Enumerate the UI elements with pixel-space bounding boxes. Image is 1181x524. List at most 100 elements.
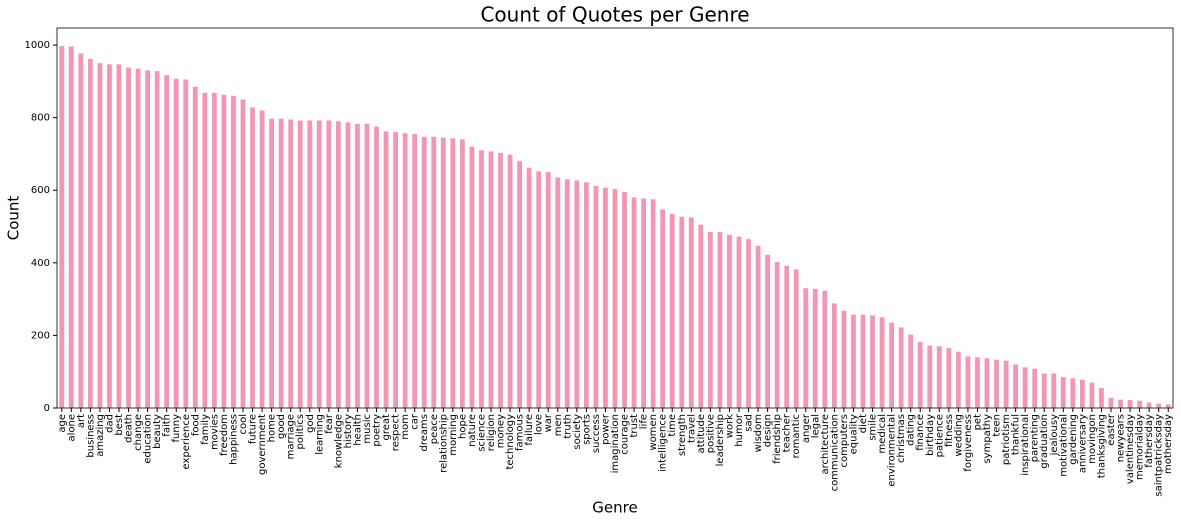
x-tick-label: humor	[734, 413, 745, 447]
bar	[269, 118, 274, 408]
x-tick-label: cool	[238, 414, 249, 435]
bar	[631, 197, 637, 408]
x-tick-label: leadership	[715, 414, 726, 466]
bar	[793, 269, 799, 408]
x-tick-label: life	[639, 414, 650, 429]
x-tick-label: patience	[934, 414, 945, 457]
bar	[727, 234, 732, 408]
bar	[460, 139, 465, 409]
x-tick-label: medical	[877, 414, 888, 453]
x-tick-label: good	[276, 414, 287, 439]
bar	[1041, 373, 1047, 408]
x-tick-label: teen	[992, 414, 1003, 437]
x-tick-label: strength	[677, 414, 688, 456]
bar	[107, 64, 112, 408]
y-tick-label: 400	[31, 258, 50, 269]
x-tick-label: money	[496, 414, 507, 448]
bar	[1013, 364, 1018, 408]
bar	[889, 322, 894, 408]
bar	[688, 217, 694, 408]
bar	[97, 63, 103, 408]
x-tick-label: change	[133, 414, 144, 451]
bar	[612, 189, 618, 408]
bar	[374, 126, 379, 408]
bar	[812, 288, 818, 408]
bar	[440, 137, 446, 408]
bar	[116, 64, 122, 408]
x-tick-label: thanksgiving	[1096, 414, 1107, 478]
x-tick-label: power	[600, 413, 611, 445]
bar	[393, 132, 398, 408]
x-tick-label: knowledge	[333, 414, 344, 468]
bar	[603, 187, 608, 408]
bar	[154, 71, 160, 408]
bar	[898, 327, 904, 408]
x-tick-label: nature	[467, 414, 478, 447]
bar	[135, 68, 141, 408]
x-tick-label: attitude	[696, 414, 707, 454]
x-tick-label: technology	[505, 414, 516, 470]
x-tick-label: home	[267, 414, 278, 442]
bar	[860, 314, 866, 408]
x-tick-label: motivational	[1058, 414, 1069, 477]
bar	[994, 359, 999, 408]
bar	[526, 167, 532, 408]
x-tick-label: amazing	[95, 414, 106, 457]
x-tick-label: god	[305, 414, 316, 433]
x-tick-label: business	[85, 414, 96, 458]
y-tick-label: 600	[31, 185, 50, 196]
x-tick-label: jealousy	[1049, 414, 1060, 457]
x-tick-label: love	[534, 414, 545, 435]
bar	[1108, 397, 1114, 408]
bar	[822, 290, 828, 408]
x-axis-label: Genre	[592, 499, 637, 517]
bar	[755, 245, 761, 408]
bar	[555, 177, 561, 408]
x-tick-label: equality	[848, 414, 859, 454]
x-tick-label: fear	[324, 413, 335, 434]
bar	[936, 346, 942, 408]
bar	[803, 288, 809, 408]
x-tick-label: science	[476, 414, 487, 452]
bar	[708, 231, 713, 408]
bar	[202, 92, 208, 409]
x-tick-label: easter	[1106, 413, 1117, 446]
x-tick-label: alone	[66, 414, 77, 442]
x-tick-label: pet	[972, 414, 983, 431]
x-tick-label: anniversary	[1077, 414, 1088, 473]
bar	[622, 192, 627, 408]
bar	[641, 198, 646, 408]
x-tick-label: movies	[209, 414, 220, 450]
bar	[221, 94, 227, 408]
x-tick-label: smile	[868, 414, 879, 441]
bar	[851, 314, 856, 408]
bar	[498, 152, 503, 408]
x-tick-label: family	[200, 414, 211, 445]
bar	[736, 236, 742, 408]
x-tick-label: romantic	[791, 414, 802, 458]
x-tick-label: legal	[810, 414, 821, 438]
y-tick-label: 1000	[25, 40, 50, 51]
bar	[469, 146, 475, 408]
chart-title: Count of Quotes per Genre	[480, 3, 749, 27]
bar	[1051, 373, 1057, 408]
bar	[1099, 388, 1104, 408]
bar	[59, 46, 65, 408]
x-tick-label: saintpatricksday	[1154, 414, 1165, 497]
y-tick-label: 800	[31, 113, 50, 124]
x-tick-label: patriotism	[1001, 414, 1012, 465]
bar	[345, 122, 351, 408]
x-tick-label: dad	[104, 414, 115, 433]
bar	[517, 161, 522, 408]
bar	[660, 209, 666, 408]
bar	[145, 70, 150, 409]
bar	[78, 53, 84, 409]
x-tick-label: friendship	[772, 414, 783, 464]
x-tick-label: men	[553, 414, 564, 436]
bar	[1156, 403, 1162, 408]
bar	[1127, 400, 1133, 408]
x-tick-label: health	[352, 414, 363, 446]
x-tick-label: women	[648, 414, 659, 451]
bar	[68, 46, 74, 408]
bar	[479, 150, 484, 408]
